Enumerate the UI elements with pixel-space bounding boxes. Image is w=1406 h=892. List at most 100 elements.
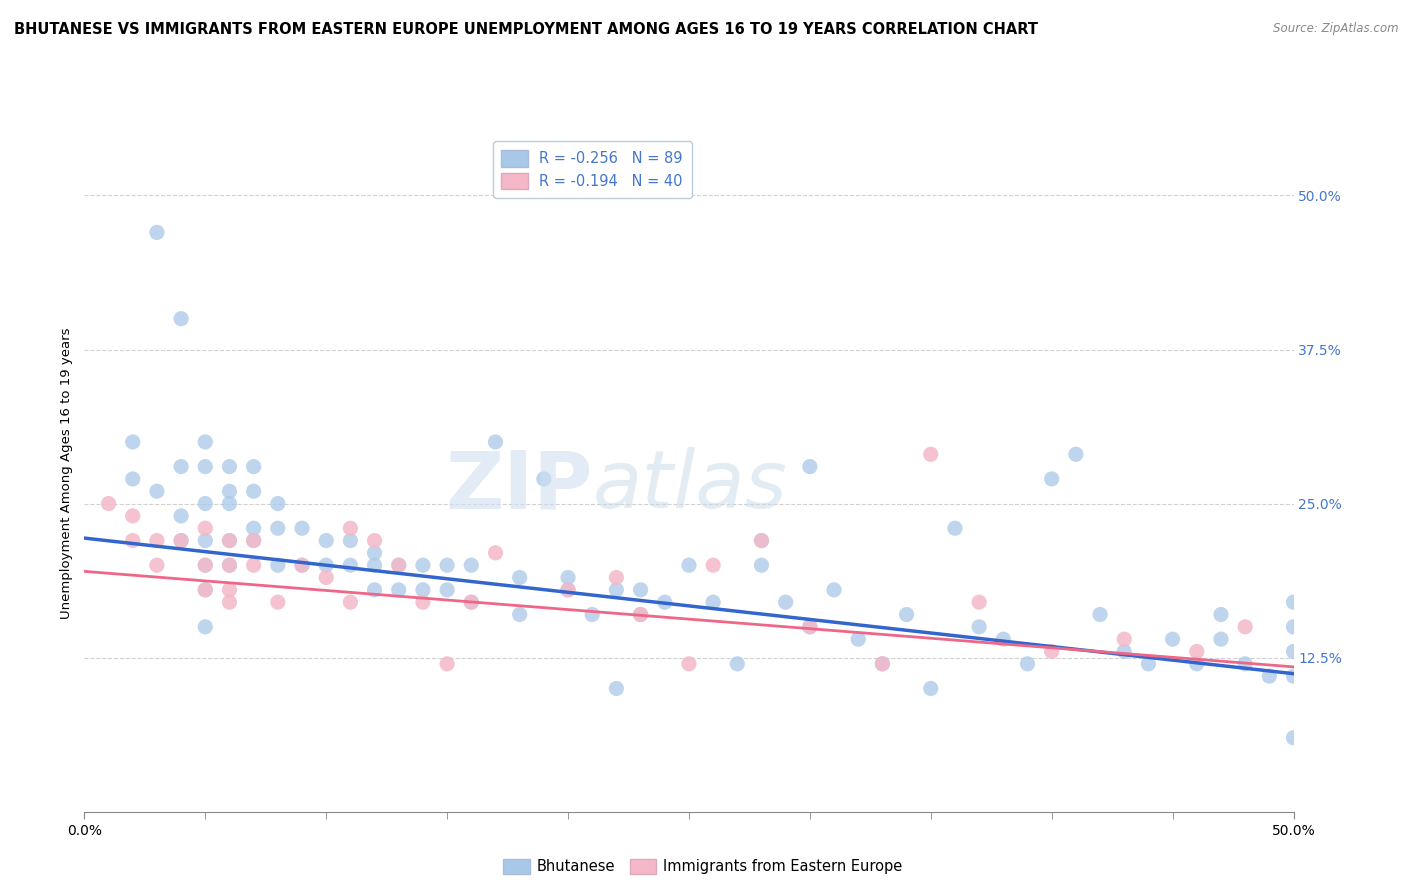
Point [170, 533, 193, 548]
Point [339, 533, 361, 548]
Point [678, 558, 700, 573]
Text: ZIP: ZIP [444, 447, 592, 525]
Point [1185, 644, 1208, 658]
Point [242, 558, 264, 573]
Point [388, 558, 411, 573]
Point [1114, 632, 1136, 647]
Point [1161, 632, 1184, 647]
Point [291, 558, 314, 573]
Point [170, 459, 193, 474]
Point [218, 533, 240, 548]
Point [218, 558, 240, 573]
Point [509, 570, 531, 584]
Point [412, 582, 434, 597]
Point [339, 595, 361, 609]
Point [1040, 472, 1063, 486]
Point [121, 508, 143, 523]
Point [267, 595, 290, 609]
Point [846, 632, 869, 647]
Point [194, 582, 217, 597]
Point [242, 533, 264, 548]
Point [751, 558, 773, 573]
Point [436, 558, 458, 573]
Point [412, 558, 434, 573]
Point [1282, 669, 1305, 683]
Point [1234, 657, 1257, 671]
Point [412, 595, 434, 609]
Point [194, 620, 217, 634]
Point [1064, 447, 1087, 461]
Point [1282, 595, 1305, 609]
Point [460, 595, 482, 609]
Point [557, 570, 579, 584]
Point [581, 607, 603, 622]
Point [533, 472, 555, 486]
Point [291, 521, 314, 535]
Y-axis label: Unemployment Among Ages 16 to 19 years: Unemployment Among Ages 16 to 19 years [60, 327, 73, 618]
Point [146, 558, 169, 573]
Point [194, 582, 217, 597]
Point [315, 558, 337, 573]
Point [267, 558, 290, 573]
Point [484, 546, 506, 560]
Point [146, 533, 169, 548]
Point [170, 311, 193, 326]
Point [194, 558, 217, 573]
Point [388, 558, 411, 573]
Point [170, 508, 193, 523]
Point [194, 459, 217, 474]
Point [339, 558, 361, 573]
Point [823, 582, 845, 597]
Point [654, 595, 676, 609]
Point [872, 657, 894, 671]
Point [436, 657, 458, 671]
Point [993, 632, 1015, 647]
Point [388, 582, 411, 597]
Point [218, 533, 240, 548]
Point [1258, 669, 1281, 683]
Point [460, 558, 482, 573]
Point [242, 533, 264, 548]
Point [218, 582, 240, 597]
Point [799, 459, 821, 474]
Point [242, 484, 264, 499]
Point [605, 681, 627, 696]
Point [1137, 657, 1160, 671]
Point [1282, 731, 1305, 745]
Point [896, 607, 918, 622]
Point [799, 620, 821, 634]
Point [702, 595, 724, 609]
Point [436, 582, 458, 597]
Text: atlas: atlas [592, 447, 787, 525]
Text: BHUTANESE VS IMMIGRANTS FROM EASTERN EUROPE UNEMPLOYMENT AMONG AGES 16 TO 19 YEA: BHUTANESE VS IMMIGRANTS FROM EASTERN EUR… [14, 22, 1038, 37]
Point [799, 620, 821, 634]
Point [557, 582, 579, 597]
Point [1185, 657, 1208, 671]
Point [1234, 620, 1257, 634]
Point [1114, 644, 1136, 658]
Point [967, 595, 990, 609]
Point [920, 681, 942, 696]
Point [363, 546, 385, 560]
Point [146, 484, 169, 499]
Point [121, 472, 143, 486]
Point [121, 434, 143, 449]
Point [509, 607, 531, 622]
Point [194, 533, 217, 548]
Point [943, 521, 966, 535]
Point [702, 558, 724, 573]
Point [1282, 620, 1305, 634]
Point [557, 582, 579, 597]
Legend: Bhutanese, Immigrants from Eastern Europe: Bhutanese, Immigrants from Eastern Europ… [498, 853, 908, 880]
Point [218, 558, 240, 573]
Point [146, 226, 169, 240]
Point [1209, 607, 1232, 622]
Point [872, 657, 894, 671]
Point [339, 521, 361, 535]
Text: Source: ZipAtlas.com: Source: ZipAtlas.com [1274, 22, 1399, 36]
Point [460, 595, 482, 609]
Point [1088, 607, 1111, 622]
Point [605, 582, 627, 597]
Point [267, 497, 290, 511]
Point [170, 533, 193, 548]
